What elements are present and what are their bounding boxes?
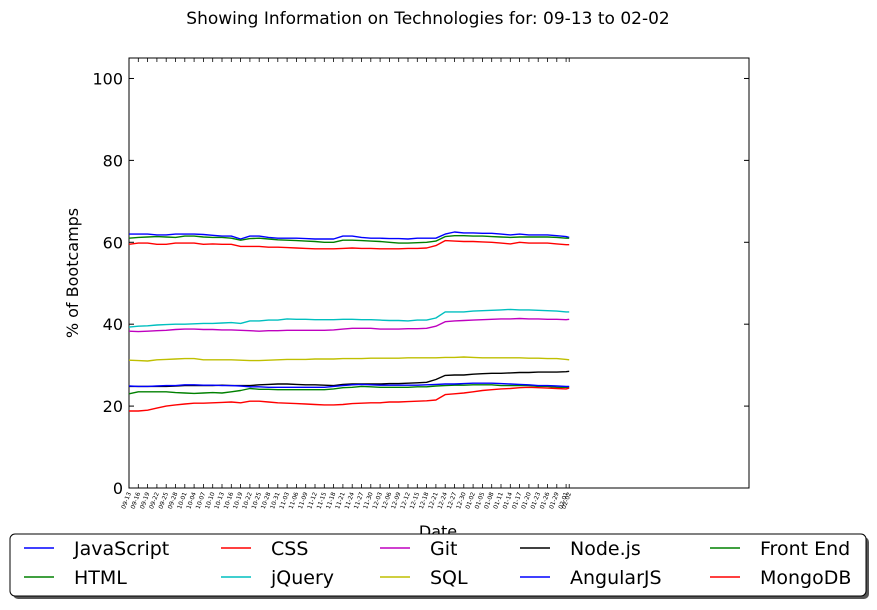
- legend-label-html: HTML: [74, 567, 127, 589]
- legend-label-node-js: Node.js: [570, 538, 641, 560]
- series-line-sql: [128, 356, 570, 362]
- y-tick-label: 100: [92, 69, 123, 88]
- series-line-git: [128, 317, 570, 333]
- y-tick-label: 60: [103, 233, 123, 252]
- y-tick-label: 20: [103, 397, 123, 416]
- series-line-jquery: [128, 308, 570, 328]
- y-axis-label: % of Bootcamps: [63, 208, 82, 338]
- legend-label-javascript: JavaScript: [73, 538, 169, 560]
- series-line-front-end: [128, 234, 570, 244]
- legend-label-front-end: Front End: [760, 538, 850, 560]
- y-tick-label: 0: [113, 479, 123, 498]
- legend-box: [9, 533, 867, 597]
- legend-label-jquery: jQuery: [270, 567, 334, 589]
- plot-frame: [128, 57, 750, 489]
- legend-label-sql: SQL: [430, 567, 468, 589]
- series-line-javascript: [129, 231, 570, 240]
- series-line-angularjs: [128, 382, 570, 388]
- legend: JavaScript HTML CSS jQuery Git SQL Node.js Angu…: [9, 533, 869, 599]
- y-tick-label: 40: [103, 315, 123, 334]
- series-line-mongodb: [129, 386, 570, 412]
- chart-title: Showing Information on Technologies for:…: [186, 9, 669, 29]
- legend-label-git: Git: [430, 538, 457, 560]
- y-tick-label: 80: [103, 151, 123, 170]
- series-line-html: [128, 384, 570, 395]
- legend-label-mongodb: MongoDB: [760, 567, 851, 589]
- series-line-css: [128, 239, 570, 250]
- plot-area: 02040608010009-1309-1609-1909-2209-2509-…: [92, 57, 750, 510]
- legend-label-css: CSS: [271, 538, 308, 560]
- legend-label-angularjs: AngularJS: [570, 567, 662, 589]
